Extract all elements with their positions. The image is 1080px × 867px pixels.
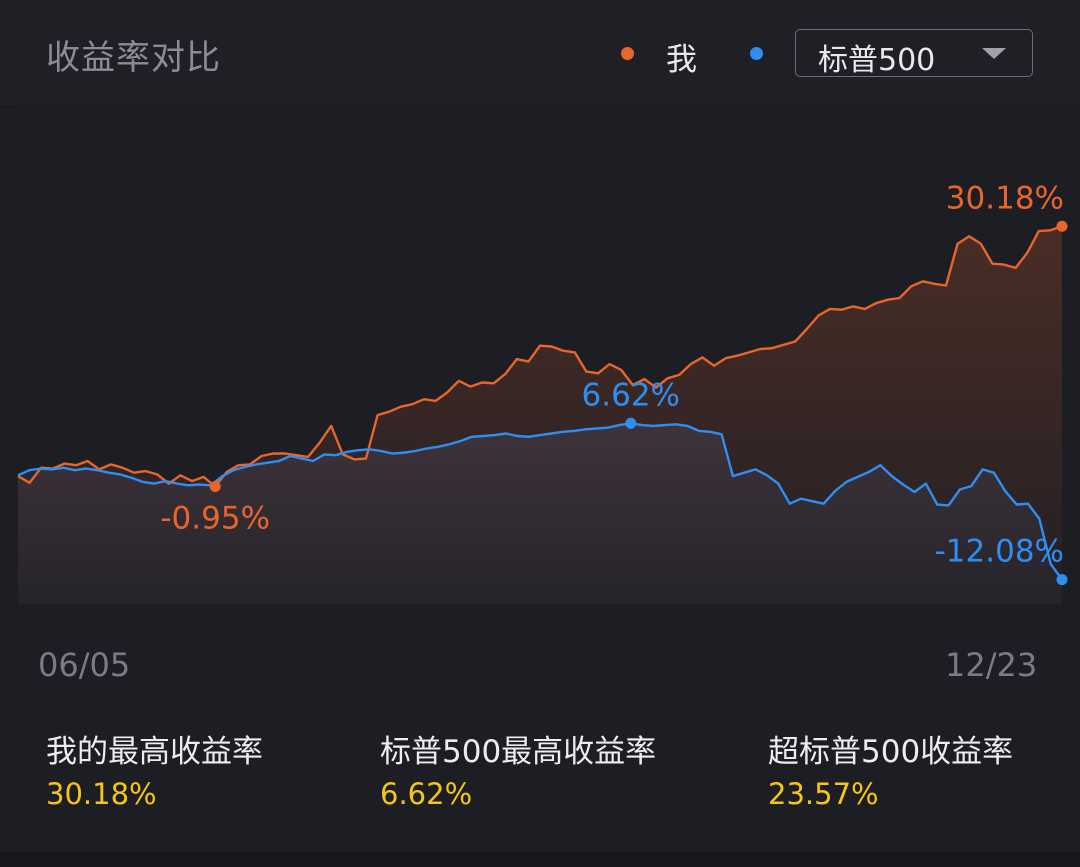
stat-value: 23.57% — [768, 777, 879, 811]
chart-header: 收益率对比 我 标普500 — [0, 0, 1080, 107]
footer-strip — [0, 852, 1080, 867]
annotation-label-0: -0.95% — [160, 501, 270, 537]
legend-dot-benchmark — [750, 47, 763, 60]
annotation-point-0 — [209, 481, 221, 493]
stat-excess-return: 超标普500收益率 23.57% — [768, 726, 1013, 811]
annotation-point-2 — [1056, 220, 1068, 232]
benchmark-select-value: 标普500 — [818, 43, 936, 78]
stat-my-max-return: 我的最高收益率 30.18% — [46, 726, 263, 811]
x-tick-start: 06/05 — [38, 646, 131, 684]
series-line-1 — [17, 422, 1063, 581]
series-line-0 — [17, 225, 1063, 488]
chart-title: 收益率对比 — [46, 38, 221, 78]
annotation-point-3 — [1056, 574, 1068, 586]
annotation-point-1 — [625, 417, 637, 429]
chart-svg: -0.95% 6.62% 30.18% -12.08% — [16, 106, 1080, 605]
stat-label: 超标普500收益率 — [768, 734, 1014, 770]
benchmark-select[interactable]: 标普500 — [795, 29, 1033, 78]
annotation-label-1: 6.62% — [582, 377, 680, 413]
legend-dot-me — [621, 47, 634, 60]
stat-value: 30.18% — [46, 777, 157, 811]
series-area-0 — [18, 226, 1062, 605]
annotation-label-3: -12.08% — [935, 534, 1064, 570]
stat-value: 6.62% — [380, 777, 473, 811]
stat-label: 标普500最高收益率 — [380, 734, 657, 770]
annotation-label-2: 30.18% — [946, 180, 1064, 216]
legend-label-me: 我 — [666, 42, 697, 78]
chevron-down-icon — [982, 48, 1006, 59]
stat-label: 我的最高收益率 — [46, 734, 263, 770]
stat-benchmark-max-return: 标普500最高收益率 6.62% — [380, 726, 656, 811]
chart-area: -0.95% 6.62% 30.18% -12.08% — [0, 106, 1080, 710]
x-tick-end: 12/23 — [945, 646, 1038, 684]
